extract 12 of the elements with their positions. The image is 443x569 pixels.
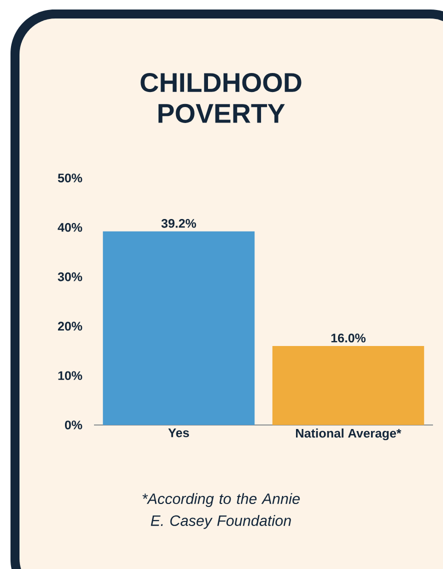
y-tick-label: 40%: [58, 222, 82, 232]
y-tick-label: 30%: [58, 272, 82, 282]
data-label: 16.0%: [331, 334, 366, 342]
y-tick-label: 50%: [58, 174, 82, 182]
chart-title: CHILDHOOD POVERTY: [140, 73, 302, 123]
data-label: 39.2%: [161, 218, 196, 228]
x-tick-label: National Average*: [296, 428, 402, 440]
y-tick-label: 20%: [58, 322, 82, 331]
y-tick-label: 10%: [58, 371, 82, 380]
x-tick-label: Yes: [168, 428, 189, 438]
text: *According to the Annie E. Casey Foundation: [142, 493, 300, 529]
y-tick-label: 0%: [64, 420, 82, 430]
